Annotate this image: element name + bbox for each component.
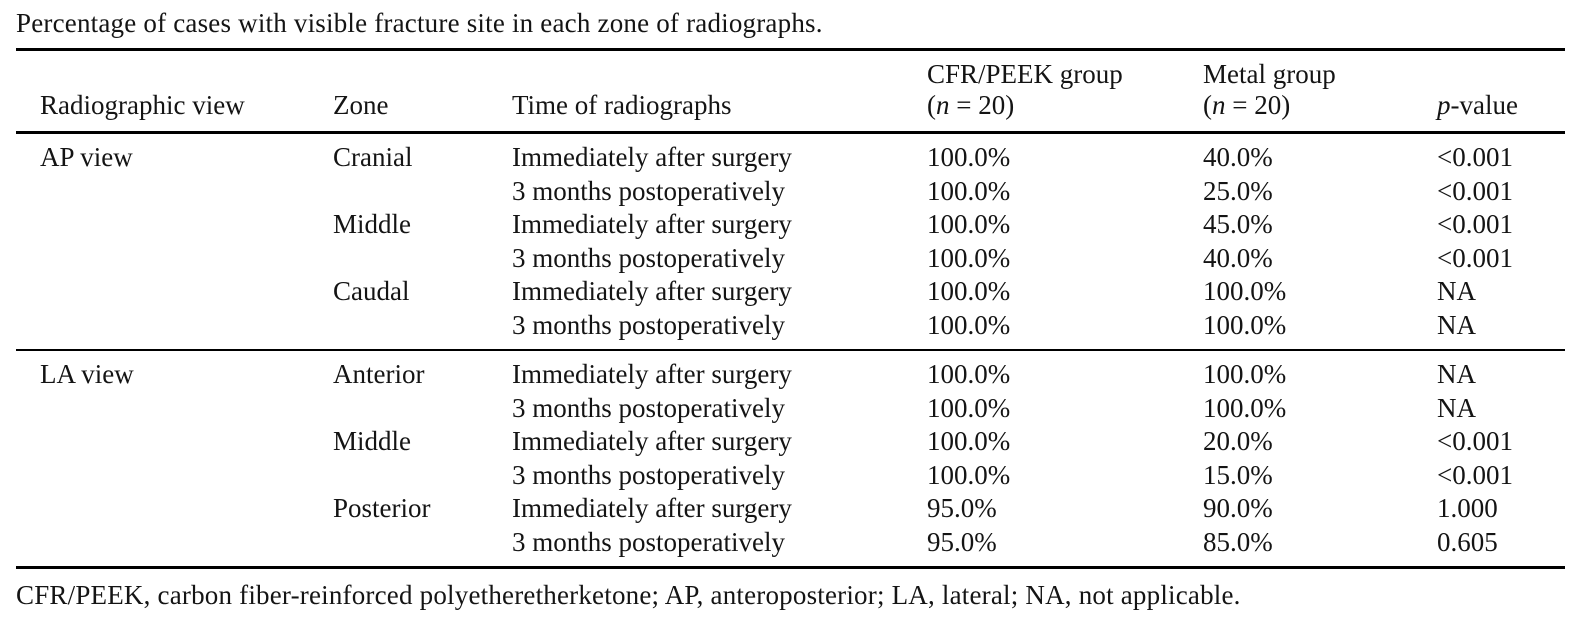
table-row: 3 months postoperatively 100.0% 25.0% <0.00…	[16, 175, 1565, 209]
metal-cell: 85.0%	[1203, 526, 1273, 557]
metal-cell: 40.0%	[1203, 142, 1273, 172]
table-row: AP view Cranial Immediately after surgery 1…	[16, 141, 1565, 175]
metal-cell: 15.0%	[1203, 459, 1273, 490]
table-row: 3 months postoperatively 100.0% 40.0% <0.00…	[16, 242, 1565, 276]
column-header-p-value: p-value	[1437, 90, 1518, 120]
cfr-peek-cell: 100.0%	[927, 426, 1011, 456]
column-header-cfr-peek-group: CFR/PEEK group (n = 20)	[927, 59, 1203, 121]
view-cell: AP view	[40, 142, 133, 172]
table-rule-top	[16, 48, 1565, 51]
table-caption: Percentage of cases with visible fractur…	[16, 8, 823, 38]
cfr-peek-group-n: (n = 20)	[927, 90, 1015, 120]
column-header-time: Time of radiographs	[512, 90, 732, 120]
p-value-cell: NA	[1437, 359, 1476, 389]
zone-cell: Caudal	[333, 276, 410, 306]
cfr-peek-cell: 100.0%	[927, 359, 1011, 389]
table-row: Caudal Immediately after surgery 100.0% 100…	[16, 275, 1565, 309]
column-header-metal-group: Metal group (n = 20)	[1203, 59, 1437, 121]
zone-cell: Posterior	[333, 493, 431, 523]
table-header-row: Radiographic view Zone Time of radiograp…	[16, 51, 1565, 131]
time-cell: 3 months postoperatively	[512, 175, 785, 206]
zone-cell: Cranial	[333, 142, 413, 172]
zone-cell: Middle	[333, 209, 411, 239]
zone-cell: Anterior	[333, 359, 425, 389]
metal-cell: 100.0%	[1203, 309, 1287, 340]
table-footnote: CFR/PEEK, carbon fiber-reinforced polyet…	[16, 580, 1241, 610]
time-cell: 3 months postoperatively	[512, 526, 785, 557]
time-cell: 3 months postoperatively	[512, 392, 785, 423]
zone-cell: Middle	[333, 426, 411, 456]
table-section: AP view Cranial Immediately after surgery 1…	[16, 134, 1565, 349]
metal-cell: 45.0%	[1203, 209, 1273, 239]
time-cell: Immediately after surgery	[512, 209, 792, 239]
table-row: LA view Anterior Immediately after surgery…	[16, 358, 1565, 392]
time-cell: Immediately after surgery	[512, 142, 792, 172]
p-value-cell: <0.001	[1437, 209, 1513, 239]
table-row: Middle Immediately after surgery 100.0% 20.…	[16, 425, 1565, 459]
metal-group-n: (n = 20)	[1203, 90, 1291, 120]
data-table: Radiographic view Zone Time of radiograp…	[16, 48, 1565, 569]
metal-cell: 100.0%	[1203, 276, 1287, 306]
metal-group-label: Metal group	[1203, 59, 1336, 89]
metal-cell: 20.0%	[1203, 426, 1273, 456]
cfr-peek-cell: 95.0%	[927, 493, 997, 523]
cfr-peek-cell: 100.0%	[927, 209, 1011, 239]
metal-cell: 100.0%	[1203, 359, 1287, 389]
p-value-cell: <0.001	[1437, 242, 1513, 273]
p-value-cell: <0.001	[1437, 426, 1513, 456]
cfr-peek-cell: 100.0%	[927, 459, 1011, 490]
p-value-cell: 0.605	[1437, 526, 1498, 557]
table-row: Posterior Immediately after surgery 95.0% 9…	[16, 492, 1565, 526]
p-value-cell: <0.001	[1437, 142, 1513, 172]
cfr-peek-group-label: CFR/PEEK group	[927, 59, 1123, 89]
cfr-peek-cell: 100.0%	[927, 175, 1011, 206]
table-section: LA view Anterior Immediately after surgery…	[16, 349, 1565, 566]
time-cell: 3 months postoperatively	[512, 459, 785, 490]
view-cell: LA view	[40, 359, 134, 389]
table-rule-below-header	[16, 131, 1565, 134]
table-row: 3 months postoperatively 100.0% 15.0% <0.00…	[16, 459, 1565, 493]
time-cell: 3 months postoperatively	[512, 242, 785, 273]
p-value-cell: NA	[1437, 276, 1476, 306]
table-row: 3 months postoperatively 100.0% 100.0% NA	[16, 309, 1565, 343]
column-header-zone: Zone	[333, 90, 389, 120]
column-header-radiographic-view: Radiographic view	[40, 90, 245, 120]
table-body: AP view Cranial Immediately after surgery 1…	[16, 134, 1565, 566]
cfr-peek-cell: 95.0%	[927, 526, 997, 557]
metal-cell: 40.0%	[1203, 242, 1273, 273]
table-row: 3 months postoperatively 100.0% 100.0% NA	[16, 392, 1565, 426]
time-cell: Immediately after surgery	[512, 493, 792, 523]
metal-cell: 100.0%	[1203, 392, 1287, 423]
metal-cell: 90.0%	[1203, 493, 1273, 523]
p-value-cell: NA	[1437, 392, 1476, 423]
table-rule-bottom	[16, 566, 1565, 569]
p-value-cell: <0.001	[1437, 175, 1513, 206]
time-cell: Immediately after surgery	[512, 426, 792, 456]
cfr-peek-cell: 100.0%	[927, 309, 1011, 340]
table-row: Middle Immediately after surgery 100.0% 45.…	[16, 208, 1565, 242]
p-value-cell: 1.000	[1437, 493, 1498, 523]
p-value-cell: <0.001	[1437, 459, 1513, 490]
time-cell: 3 months postoperatively	[512, 309, 785, 340]
p-value-cell: NA	[1437, 309, 1476, 340]
cfr-peek-cell: 100.0%	[927, 392, 1011, 423]
cfr-peek-cell: 100.0%	[927, 276, 1011, 306]
time-cell: Immediately after surgery	[512, 359, 792, 389]
table-row: 3 months postoperatively 95.0% 85.0% 0.605	[16, 526, 1565, 560]
cfr-peek-cell: 100.0%	[927, 142, 1011, 172]
metal-cell: 25.0%	[1203, 175, 1273, 206]
time-cell: Immediately after surgery	[512, 276, 792, 306]
cfr-peek-cell: 100.0%	[927, 242, 1011, 273]
